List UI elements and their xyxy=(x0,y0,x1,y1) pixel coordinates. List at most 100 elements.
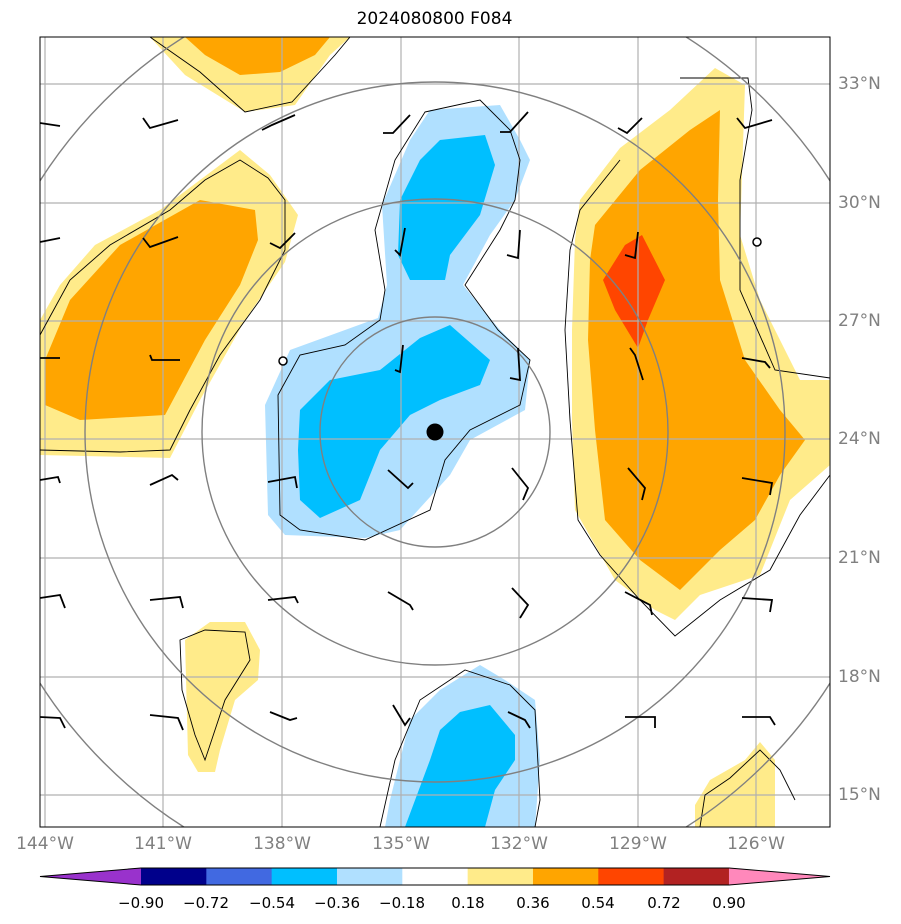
wind-barb-icon xyxy=(40,716,66,729)
colorbar-segment xyxy=(402,868,469,885)
wind-barb-icon xyxy=(149,354,180,361)
wind-barb-icon xyxy=(40,122,61,127)
wind-barb-icon xyxy=(142,117,179,130)
calm-wind-markers xyxy=(278,237,762,366)
wind-barb-icon xyxy=(149,473,179,486)
colorbar-segment xyxy=(141,868,207,885)
contour-lines xyxy=(40,37,830,827)
colorbar-tick-label: −0.54 xyxy=(249,894,295,912)
lat-label: 21°N xyxy=(838,548,881,568)
colorbar-segment xyxy=(271,868,338,885)
wind-barb-icon xyxy=(742,716,776,726)
anomaly-deep-sky-blue-region xyxy=(298,325,490,518)
wind-barb-icon xyxy=(617,117,643,135)
lat-label: 18°N xyxy=(838,667,881,687)
wind-barb-icon xyxy=(142,236,179,249)
wind-barb-icon xyxy=(506,229,521,260)
lon-label: 126°W xyxy=(727,834,785,854)
lon-label: 141°W xyxy=(134,834,192,854)
colorbar-segment xyxy=(532,868,599,885)
lat-label: 24°N xyxy=(838,429,881,449)
colorbar-tick-label: −0.36 xyxy=(314,894,360,912)
colorbar-segment xyxy=(40,868,141,885)
lon-label: 129°W xyxy=(609,834,667,854)
wind-barb-icon xyxy=(267,475,298,489)
range-ring xyxy=(319,316,551,548)
wind-barb-icon xyxy=(629,347,644,381)
storm-center-icon xyxy=(426,423,444,441)
colorbar-tick-label: −0.72 xyxy=(183,894,229,912)
wind-barb-icon xyxy=(741,597,774,613)
anomaly-orange-region xyxy=(45,200,258,420)
colorbar xyxy=(39,867,831,886)
lat-label: 15°N xyxy=(838,785,881,805)
wind-barb-icon xyxy=(269,232,296,250)
colorbar-outline xyxy=(39,867,831,886)
wind-barb-icon xyxy=(392,704,411,727)
wind-barb-icon xyxy=(149,714,184,731)
wind-barb-icon xyxy=(511,587,530,619)
wind-barb-icon xyxy=(736,117,773,130)
range-rings xyxy=(40,37,830,827)
anomaly-orange-region xyxy=(588,110,805,590)
anomaly-deep-sky-blue-region xyxy=(405,705,515,827)
colorbar-segment xyxy=(728,868,830,885)
anomaly-red-orange-region xyxy=(603,235,665,348)
colorbar-tick-label: −0.90 xyxy=(118,894,164,912)
wind-barb-icon xyxy=(267,596,299,604)
wind-barb-icon xyxy=(149,596,184,609)
anomaly-orange-region xyxy=(185,37,330,75)
wind-barb-icon xyxy=(40,237,61,243)
calm-wind-icon xyxy=(278,356,288,366)
wind-barbs xyxy=(40,111,776,731)
lon-label: 132°W xyxy=(490,834,548,854)
wind-barb-icon xyxy=(40,594,66,609)
colorbar-segment xyxy=(467,868,534,885)
wind-barb-icon xyxy=(509,347,521,382)
lat-label: 27°N xyxy=(838,311,881,331)
anomaly-deep-sky-blue-region xyxy=(398,135,495,280)
wind-barb-icon xyxy=(741,357,771,369)
wind-barb-icon xyxy=(387,591,414,611)
wind-barb-icon xyxy=(394,227,406,257)
wind-barb-icon xyxy=(625,716,656,728)
anomaly-light-yellow-region xyxy=(695,742,775,827)
colorbar-tick-label: −0.18 xyxy=(379,894,425,912)
anomaly-light-yellow-region xyxy=(185,622,260,772)
wind-barb-icon xyxy=(500,111,529,133)
colorbar-tick-label: 0.72 xyxy=(647,894,681,912)
positive-anomaly-fields xyxy=(40,37,830,827)
colorbar-segment xyxy=(598,868,665,885)
colorbar-segment xyxy=(336,868,403,885)
lon-label: 135°W xyxy=(372,834,430,854)
wind-barb-icon xyxy=(387,469,414,490)
wind-barb-icon xyxy=(624,231,639,260)
map-frame xyxy=(39,36,831,828)
wind-barb-icon xyxy=(507,711,531,729)
colorbar-tick-label: 0.18 xyxy=(451,894,485,912)
range-ring xyxy=(201,198,669,666)
wind-barb-icon xyxy=(394,344,404,374)
wind-barb-icon xyxy=(511,467,530,501)
colorbar-segment xyxy=(206,868,273,885)
wind-barb-icon xyxy=(741,477,774,496)
wind-barb-icon xyxy=(624,591,653,616)
calm-wind-icon xyxy=(752,237,762,247)
range-ring xyxy=(84,81,786,783)
lon-label: 138°W xyxy=(253,834,311,854)
wind-barb-icon xyxy=(269,711,298,721)
lat-label: 30°N xyxy=(838,193,881,213)
colorbar-tick-label: 0.54 xyxy=(581,894,615,912)
colorbar-tick-label: 0.90 xyxy=(712,894,746,912)
wind-barb-icon xyxy=(261,114,296,131)
wind-barb-icon xyxy=(627,467,646,501)
wind-barb-icon xyxy=(383,114,411,134)
colorbar-segment xyxy=(663,868,730,885)
negative-anomaly-fields xyxy=(265,105,540,827)
wind-barb-icon xyxy=(40,475,61,484)
lon-label: 144°W xyxy=(16,834,74,854)
map-title: 2024080800 F084 xyxy=(356,9,513,29)
lat-label: 33°N xyxy=(838,74,881,94)
colorbar-tick-label: 0.36 xyxy=(516,894,550,912)
